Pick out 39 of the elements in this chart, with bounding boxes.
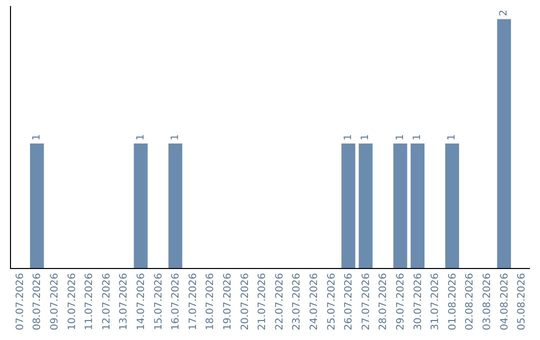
x-tick-label: 13.07.2026 [118, 273, 130, 330]
data-label: 1 [342, 134, 354, 141]
x-tick-label: 02.08.2026 [464, 273, 476, 330]
x-tick-label: 24.07.2026 [309, 273, 320, 330]
x-tick-label: 17.07.2026 [188, 273, 199, 330]
x-tick-label: 20.07.2026 [240, 273, 251, 330]
data-label: 1 [412, 134, 424, 141]
x-tick-label: 04.08.2026 [499, 273, 510, 330]
x-tick-label: 18.07.2026 [205, 273, 216, 330]
x-tick-label: 29.07.2026 [396, 273, 406, 330]
data-label: 1 [31, 134, 42, 141]
data-label: 1 [170, 134, 181, 141]
x-tick-label: 09.07.2026 [50, 273, 60, 330]
x-tick-label: 23.07.2026 [292, 273, 303, 330]
x-tick-label: 31.07.2026 [430, 273, 442, 330]
x-tick-label: 11.07.2026 [84, 273, 96, 330]
x-tick-label: 03.08.2026 [482, 273, 493, 330]
x-tick-label: 21.07.2026 [257, 273, 268, 330]
data-label: 1 [446, 134, 458, 141]
x-tick-label: 07.07.2026 [14, 273, 26, 330]
x-tick-label: 14.07.2026 [136, 273, 147, 330]
x-tick-label: 01.08.2026 [447, 273, 458, 330]
data-label: 1 [135, 134, 146, 141]
data-label: 2 [498, 10, 510, 16]
x-tick-label: 05.08.2026 [516, 273, 528, 330]
data-label: 1 [360, 134, 372, 141]
x-tick-label: 12.07.2026 [101, 273, 112, 330]
x-tick-label: 16.07.2026 [170, 273, 182, 330]
x-tick-label: 28.07.2026 [378, 273, 390, 330]
x-tick-label: 30.07.2026 [412, 273, 424, 330]
data-label: 1 [394, 134, 406, 141]
x-tick-label: 26.07.2026 [344, 273, 355, 330]
x-tick-label: 22.07.2026 [274, 273, 286, 330]
x-tick-label: 25.07.2026 [326, 273, 338, 330]
x-tick-label: 10.07.2026 [66, 273, 78, 330]
x-tick-label: 08.07.2026 [32, 273, 44, 330]
x-tick-label: 27.07.2026 [360, 273, 372, 330]
x-tick-label: 19.07.2026 [222, 273, 234, 330]
x-tick-label: 15.07.2026 [153, 273, 164, 330]
